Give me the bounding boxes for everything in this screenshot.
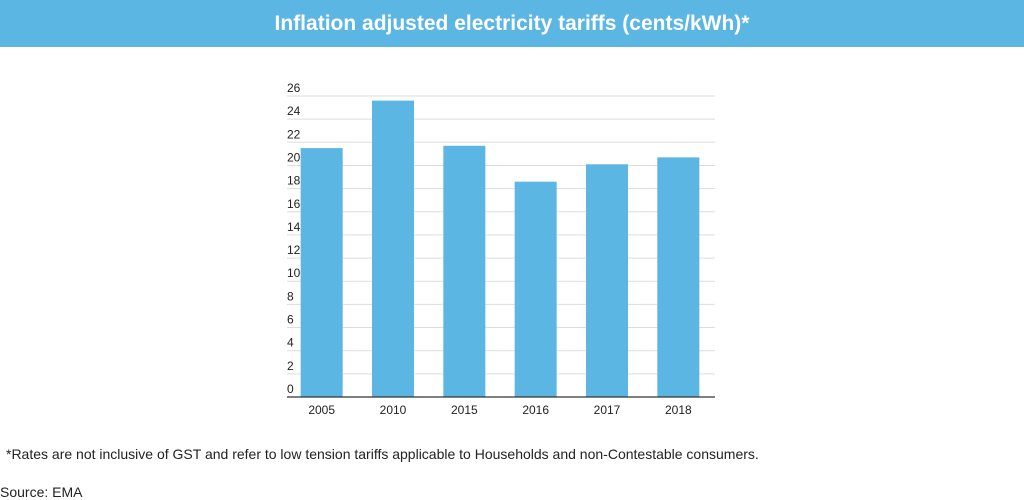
- bar-2016: [514, 181, 557, 397]
- y-tick-label: 22: [287, 127, 301, 141]
- x-tick-label: 2018: [665, 403, 692, 417]
- bars: [300, 100, 700, 397]
- y-tick-label: 2: [287, 359, 294, 373]
- bar-2015: [443, 145, 486, 397]
- y-tick-label: 4: [287, 336, 294, 350]
- y-tick-label: 20: [287, 150, 301, 164]
- y-tick-label: 26: [287, 81, 301, 95]
- x-tick-label: 2005: [308, 403, 335, 417]
- gridlines: [287, 95, 715, 375]
- x-tick-label: 2015: [451, 403, 478, 417]
- y-tick-label: 24: [287, 104, 301, 118]
- y-tick-label: 0: [287, 382, 294, 396]
- chart-title: Inflation adjusted electricity tariffs (…: [0, 0, 1024, 47]
- y-tick-label: 12: [287, 243, 301, 257]
- x-tick-label: 2010: [380, 403, 407, 417]
- y-tick-label: 16: [287, 197, 301, 211]
- x-axis-ticks: 2005 2010 2015 2016 2017 2018: [308, 403, 692, 417]
- y-tick-label: 8: [287, 289, 294, 303]
- bar-2018: [657, 157, 700, 397]
- source-note: Source: EMA: [0, 484, 83, 500]
- bar-2005: [300, 148, 343, 397]
- x-tick-label: 2017: [594, 403, 621, 417]
- footnote: *Rates are not inclusive of GST and refe…: [6, 446, 759, 462]
- y-tick-label: 10: [287, 266, 301, 280]
- y-tick-label: 18: [287, 174, 301, 188]
- bar-2017: [586, 164, 628, 397]
- y-tick-label: 14: [287, 220, 301, 234]
- y-tick-label: 6: [287, 313, 294, 327]
- x-tick-label: 2016: [522, 403, 549, 417]
- bar-2010: [372, 100, 414, 397]
